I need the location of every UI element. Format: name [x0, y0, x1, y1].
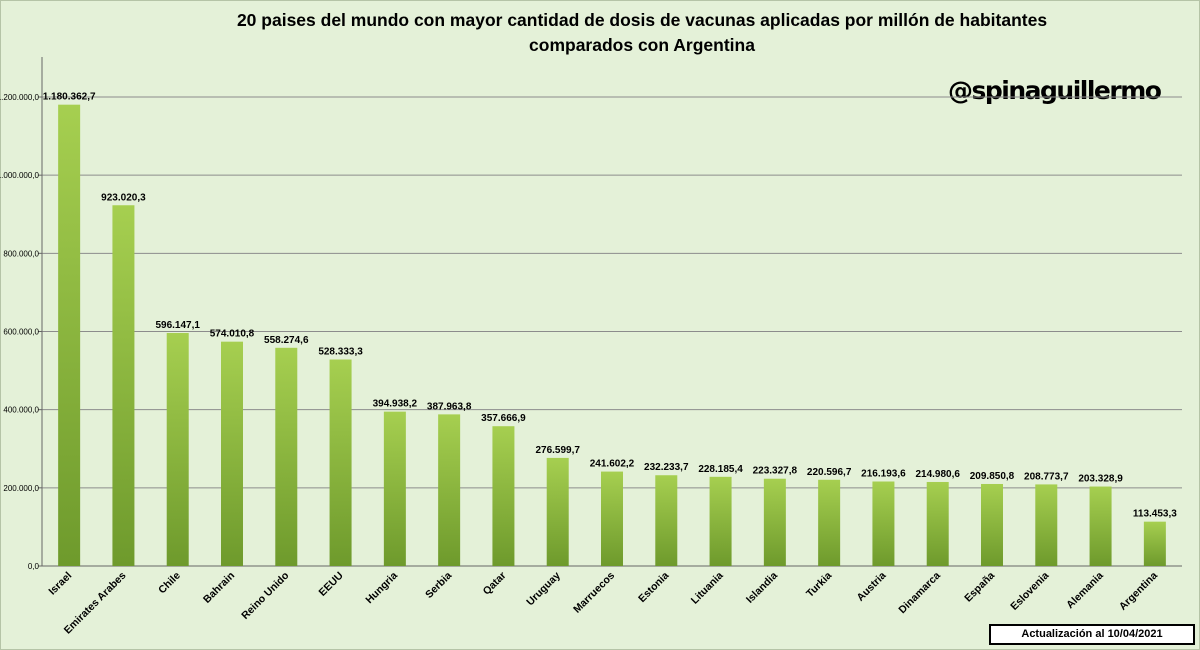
x-tick-label: Austria — [854, 570, 888, 604]
bar — [438, 414, 461, 566]
x-tick-label: Marruecos — [571, 570, 617, 616]
bar — [492, 426, 515, 566]
data-label: 276.599,7 — [535, 445, 580, 456]
x-tick-label: Serbia — [423, 570, 454, 601]
bar — [818, 479, 841, 566]
data-label: 596.147,1 — [155, 320, 200, 331]
bar — [601, 471, 623, 566]
data-label: 232.233,7 — [644, 462, 689, 473]
data-label: 214.980,6 — [915, 469, 960, 480]
bar — [112, 205, 135, 566]
y-tick-label: 0,0 — [28, 562, 40, 571]
x-tick-label: Eslovenia — [1008, 570, 1051, 613]
x-tick-label: Chile — [156, 570, 183, 597]
y-tick-label: 600.000,0 — [3, 328, 39, 337]
x-tick-label: Argentina — [1117, 570, 1160, 613]
data-label: 223.327,8 — [753, 466, 798, 477]
data-label: 216.193,6 — [861, 469, 906, 480]
x-tick-label: Estonia — [636, 570, 671, 605]
x-tick-label: Alemania — [1064, 570, 1106, 612]
data-label: 387.963,8 — [427, 401, 472, 412]
bar — [383, 411, 406, 566]
data-label: 203.328,9 — [1078, 474, 1123, 485]
x-tick-label: Hungria — [363, 570, 400, 607]
bar — [1035, 484, 1058, 566]
x-tick-label: España — [962, 570, 997, 605]
chart-title-line-1: 20 paises del mundo con mayor cantidad d… — [236, 10, 1048, 30]
x-tick-label: Qatar — [481, 570, 509, 598]
data-label: 220.596,7 — [807, 467, 852, 478]
data-label: 558.274,6 — [264, 335, 309, 346]
data-label: 357.666,9 — [481, 413, 526, 424]
data-label: 1.180.362,7 — [43, 92, 96, 103]
bar — [58, 104, 81, 566]
bar — [872, 481, 895, 566]
data-label: 113.453,3 — [1133, 509, 1177, 520]
x-tick-label: Israel — [46, 570, 74, 598]
x-tick-label: Bahrain — [201, 570, 237, 606]
bar — [981, 483, 1003, 566]
y-tick-label: 400.000,0 — [3, 406, 39, 415]
update-date-note: Actualización al 10/04/2021 — [989, 624, 1195, 645]
data-label: 241.602,2 — [590, 459, 635, 470]
y-tick-label: 1.200.000,0 — [0, 93, 40, 102]
x-tick-label: Dinamarca — [896, 570, 943, 617]
data-label: 528.333,3 — [318, 347, 363, 358]
bar — [1143, 521, 1166, 566]
bar — [221, 341, 243, 566]
bar — [275, 347, 298, 566]
bar — [709, 476, 732, 566]
bar — [329, 359, 352, 566]
data-label: 209.850,8 — [970, 471, 1015, 482]
y-tick-label: 200.000,0 — [3, 484, 39, 493]
x-tick-label: Lituania — [689, 570, 726, 607]
y-tick-labels: 0,0 200.000,0 400.000,0 600.000,0 800.000,0 1… — [0, 93, 40, 571]
x-tick-label: Reino Unido — [239, 570, 291, 622]
bar — [546, 457, 569, 566]
chart-title: 20 paises del mundo con mayor cantidad d… — [0, 8, 1200, 58]
x-tick-label: Uruguay — [524, 570, 563, 609]
y-tick-label: 800.000,0 — [3, 249, 39, 258]
data-label: 208.773,7 — [1024, 471, 1069, 482]
data-label: 394.938,2 — [373, 399, 418, 410]
data-label: 228.185,4 — [698, 464, 743, 475]
data-label: 574.010,8 — [210, 329, 255, 340]
bar — [926, 481, 949, 566]
bar — [655, 475, 678, 566]
bars — [58, 104, 1166, 566]
bar — [763, 478, 786, 566]
data-labels: 1.180.362,7 923.020,3 596.147,1 574.010,8 55… — [43, 92, 1178, 520]
x-tick-label: EEUU — [317, 570, 346, 599]
y-tick-label: 1.000.000,0 — [0, 171, 40, 180]
chart-title-line-2: comparados con Argentina — [529, 35, 755, 55]
x-tick-label: Islandia — [744, 570, 780, 606]
data-label: 923.020,3 — [101, 192, 146, 203]
author-handle: @spinaguillermo — [948, 76, 1162, 105]
bar — [1089, 486, 1112, 566]
bar — [166, 333, 189, 566]
x-tick-label: Turkia — [804, 570, 834, 600]
